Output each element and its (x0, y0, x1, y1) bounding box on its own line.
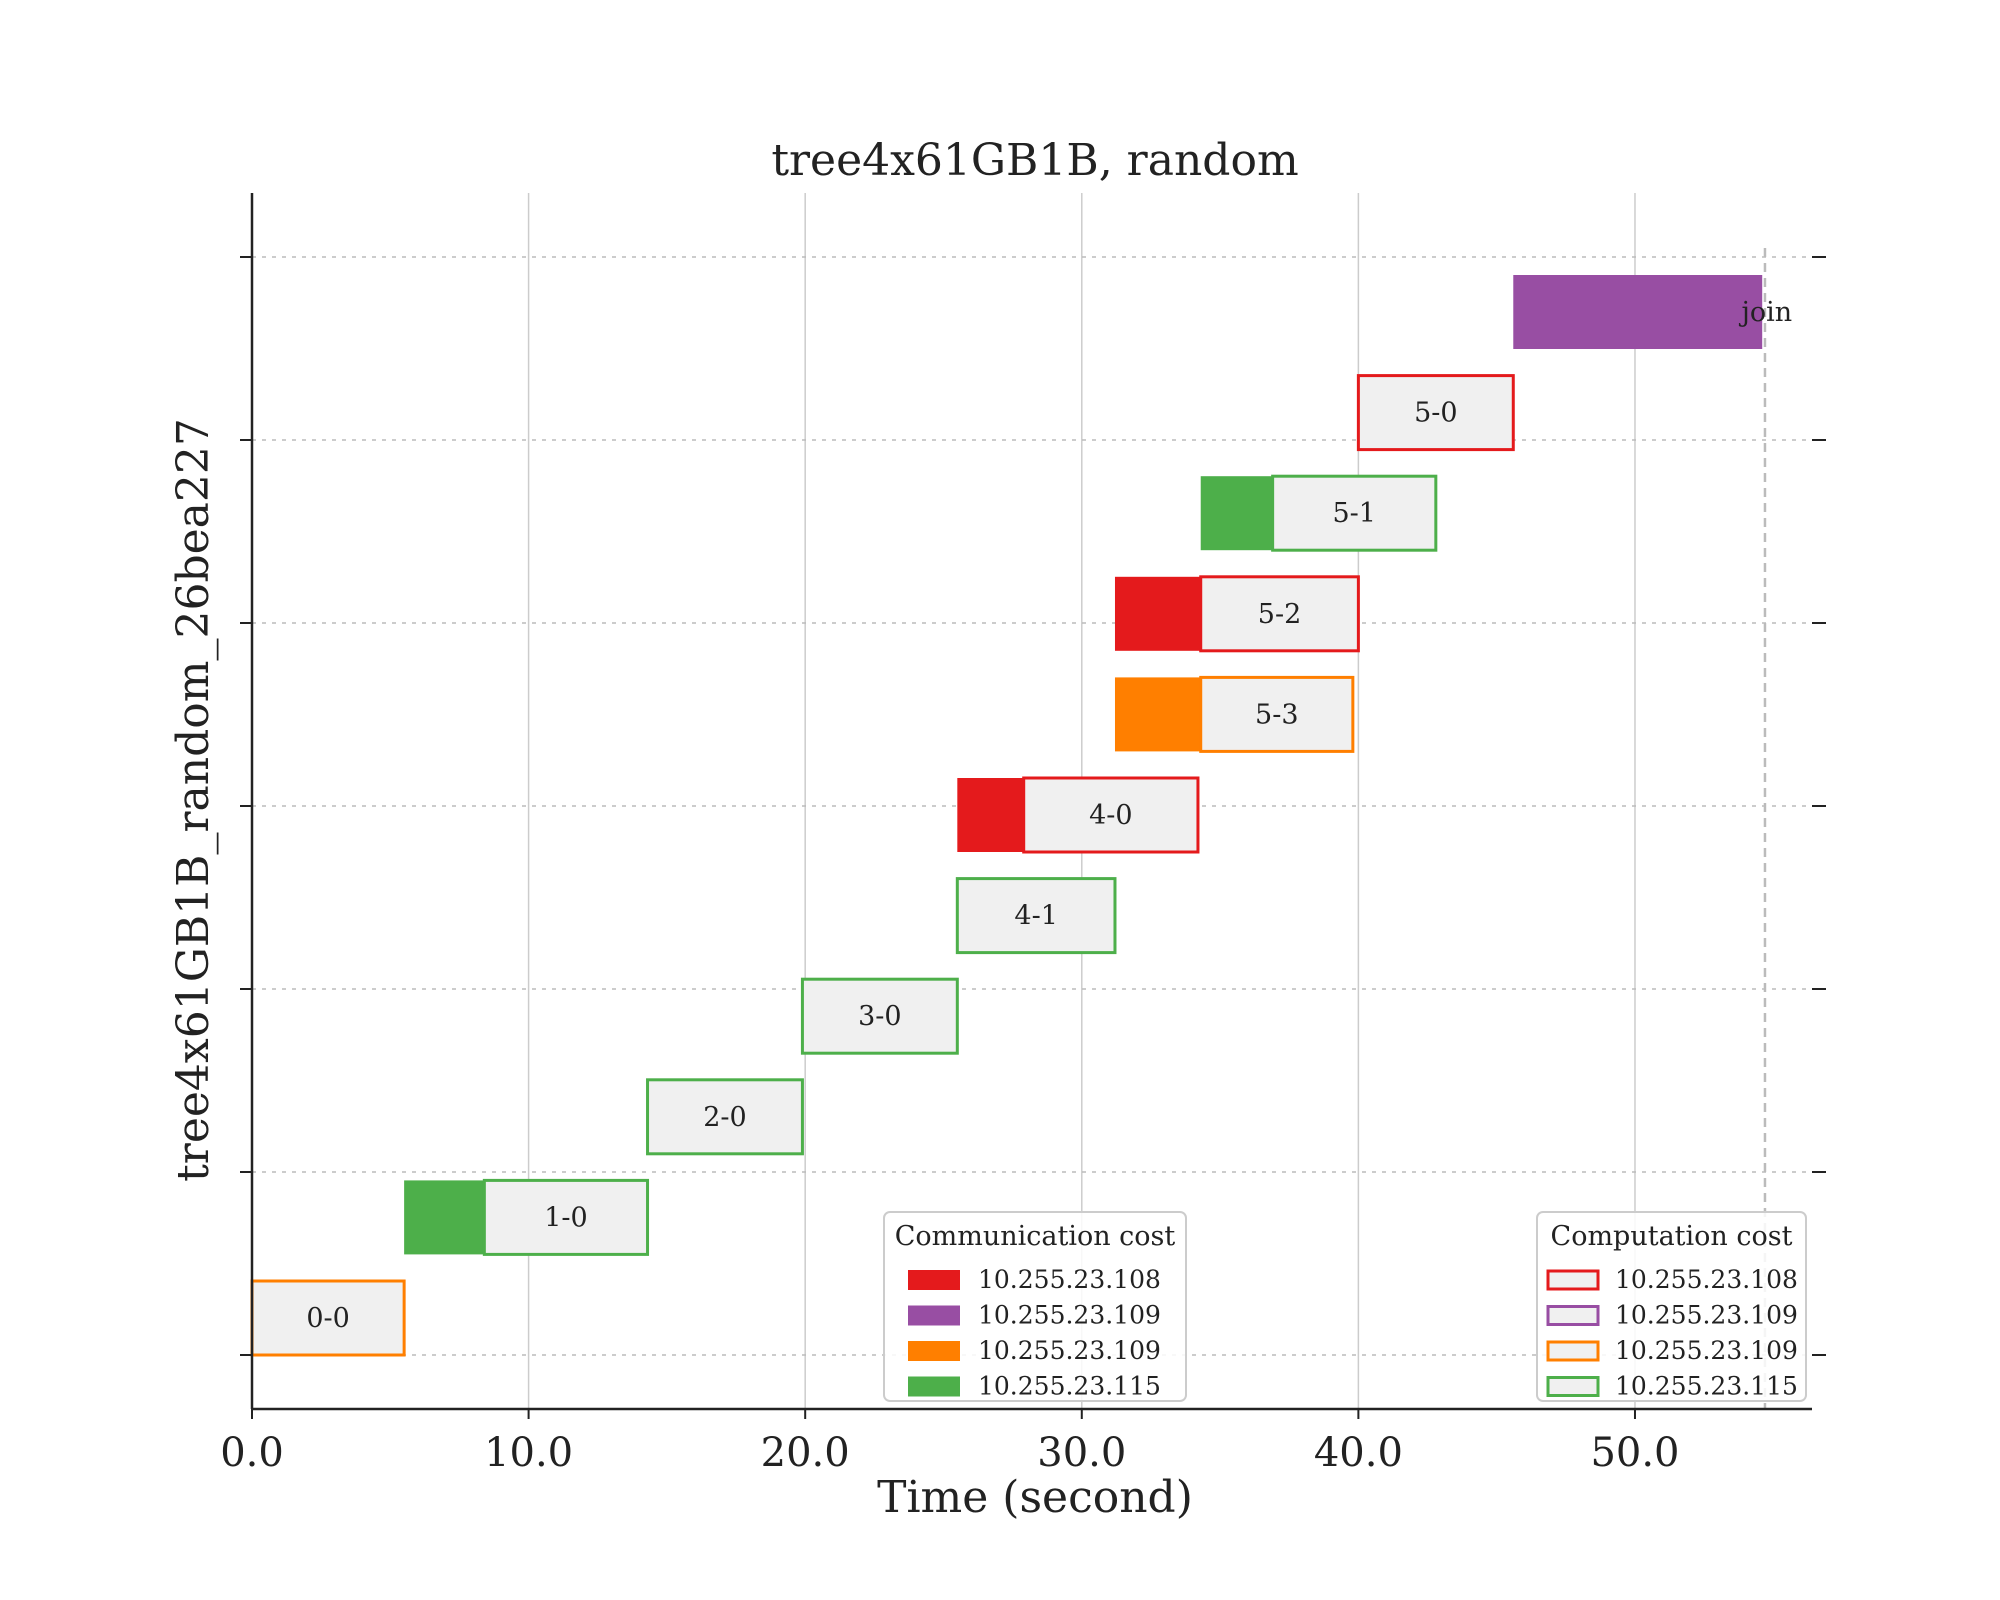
legend-swatch (1546, 1376, 1600, 1397)
computation-bar (482, 1178, 650, 1256)
computation-bar (250, 1279, 406, 1357)
legend-swatch (908, 1305, 960, 1326)
computation-bar (1199, 575, 1360, 653)
task-label: 5-2 (1258, 599, 1301, 630)
communication-bar (1114, 677, 1201, 752)
legend-entry-label: 10.255.23.108 (978, 1265, 1161, 1294)
task-label: 4-1 (1014, 901, 1057, 932)
legend-title: Computation cost (1551, 1221, 1793, 1252)
legend-swatch (908, 1270, 960, 1290)
communication-legend: Communication cost 10.255.23.108 10.255.23… (883, 1211, 1187, 1402)
computation-bar (1356, 374, 1515, 452)
x-axis-label: Time (second) (877, 1472, 1193, 1523)
axes-layer: 0.0 10.0 20.0 30.0 40.0 50.0 (220, 193, 1826, 1476)
communication-bar (1114, 576, 1201, 651)
communication-bar (957, 778, 1024, 852)
legend-swatch (908, 1376, 960, 1397)
task-label: 3-0 (858, 1001, 901, 1032)
legend-swatch (1546, 1305, 1600, 1326)
communication-bar (1200, 476, 1273, 551)
legend-swatch (908, 1341, 960, 1361)
task-label: 5-0 (1414, 398, 1457, 429)
task-label: 0-0 (306, 1303, 349, 1334)
x-tick-label: 0.0 (220, 1430, 284, 1476)
communication-bar (1513, 275, 1763, 349)
legend-entry-label: 10.255.23.115 (978, 1372, 1161, 1401)
legend-entry-label: 10.255.23.109 (978, 1336, 1161, 1365)
task-label: 1-0 (544, 1202, 587, 1233)
legend-swatch (1546, 1269, 1600, 1291)
computation-bar (1022, 776, 1200, 854)
task-label: join (1739, 297, 1793, 328)
legend-entry-label: 10.255.23.108 (1615, 1265, 1798, 1294)
x-tick-label: 30.0 (1037, 1430, 1126, 1476)
chart-title: tree4x61GB1B, random (771, 135, 1298, 186)
x-tick-label: 50.0 (1590, 1430, 1679, 1476)
computation-legend: Computation cost 10.255.23.108 10.255.23.1… (1536, 1211, 1807, 1402)
computation-bar (1199, 675, 1355, 753)
x-tick-label: 20.0 (761, 1430, 850, 1476)
x-tick-label: 10.0 (484, 1430, 573, 1476)
computation-bar (955, 877, 1117, 955)
legend-entry-label: 10.255.23.109 (1615, 1301, 1798, 1330)
legend-entry-label: 10.255.23.115 (1615, 1372, 1798, 1401)
computation-bar (1271, 474, 1438, 552)
bars-layer: join 5-0 5-1 5-2 5-3 4-0 4-1 3-0 2-0 1-0 0-0 (250, 275, 1793, 1357)
legend-frame (1536, 1211, 1807, 1402)
y-axis-label: tree4x61GB1B_random_26bea227 (168, 418, 219, 1182)
task-label: 4-0 (1089, 800, 1132, 831)
legend-entry-label: 10.255.23.109 (1615, 1336, 1798, 1365)
communication-bar (404, 1180, 485, 1255)
task-label: 5-3 (1255, 699, 1298, 730)
task-label: 2-0 (703, 1102, 746, 1133)
computation-bar (800, 977, 959, 1055)
task-label: 5-1 (1332, 498, 1375, 529)
x-tick-label: 40.0 (1314, 1430, 1403, 1476)
legend-layer: Communication cost 10.255.23.108 10.255.23… (883, 1211, 1807, 1402)
legend-entry-label: 10.255.23.109 (978, 1301, 1161, 1330)
computation-bar (646, 1078, 804, 1156)
legend-title: Communication cost (895, 1221, 1176, 1252)
legend-swatch (1546, 1340, 1600, 1362)
